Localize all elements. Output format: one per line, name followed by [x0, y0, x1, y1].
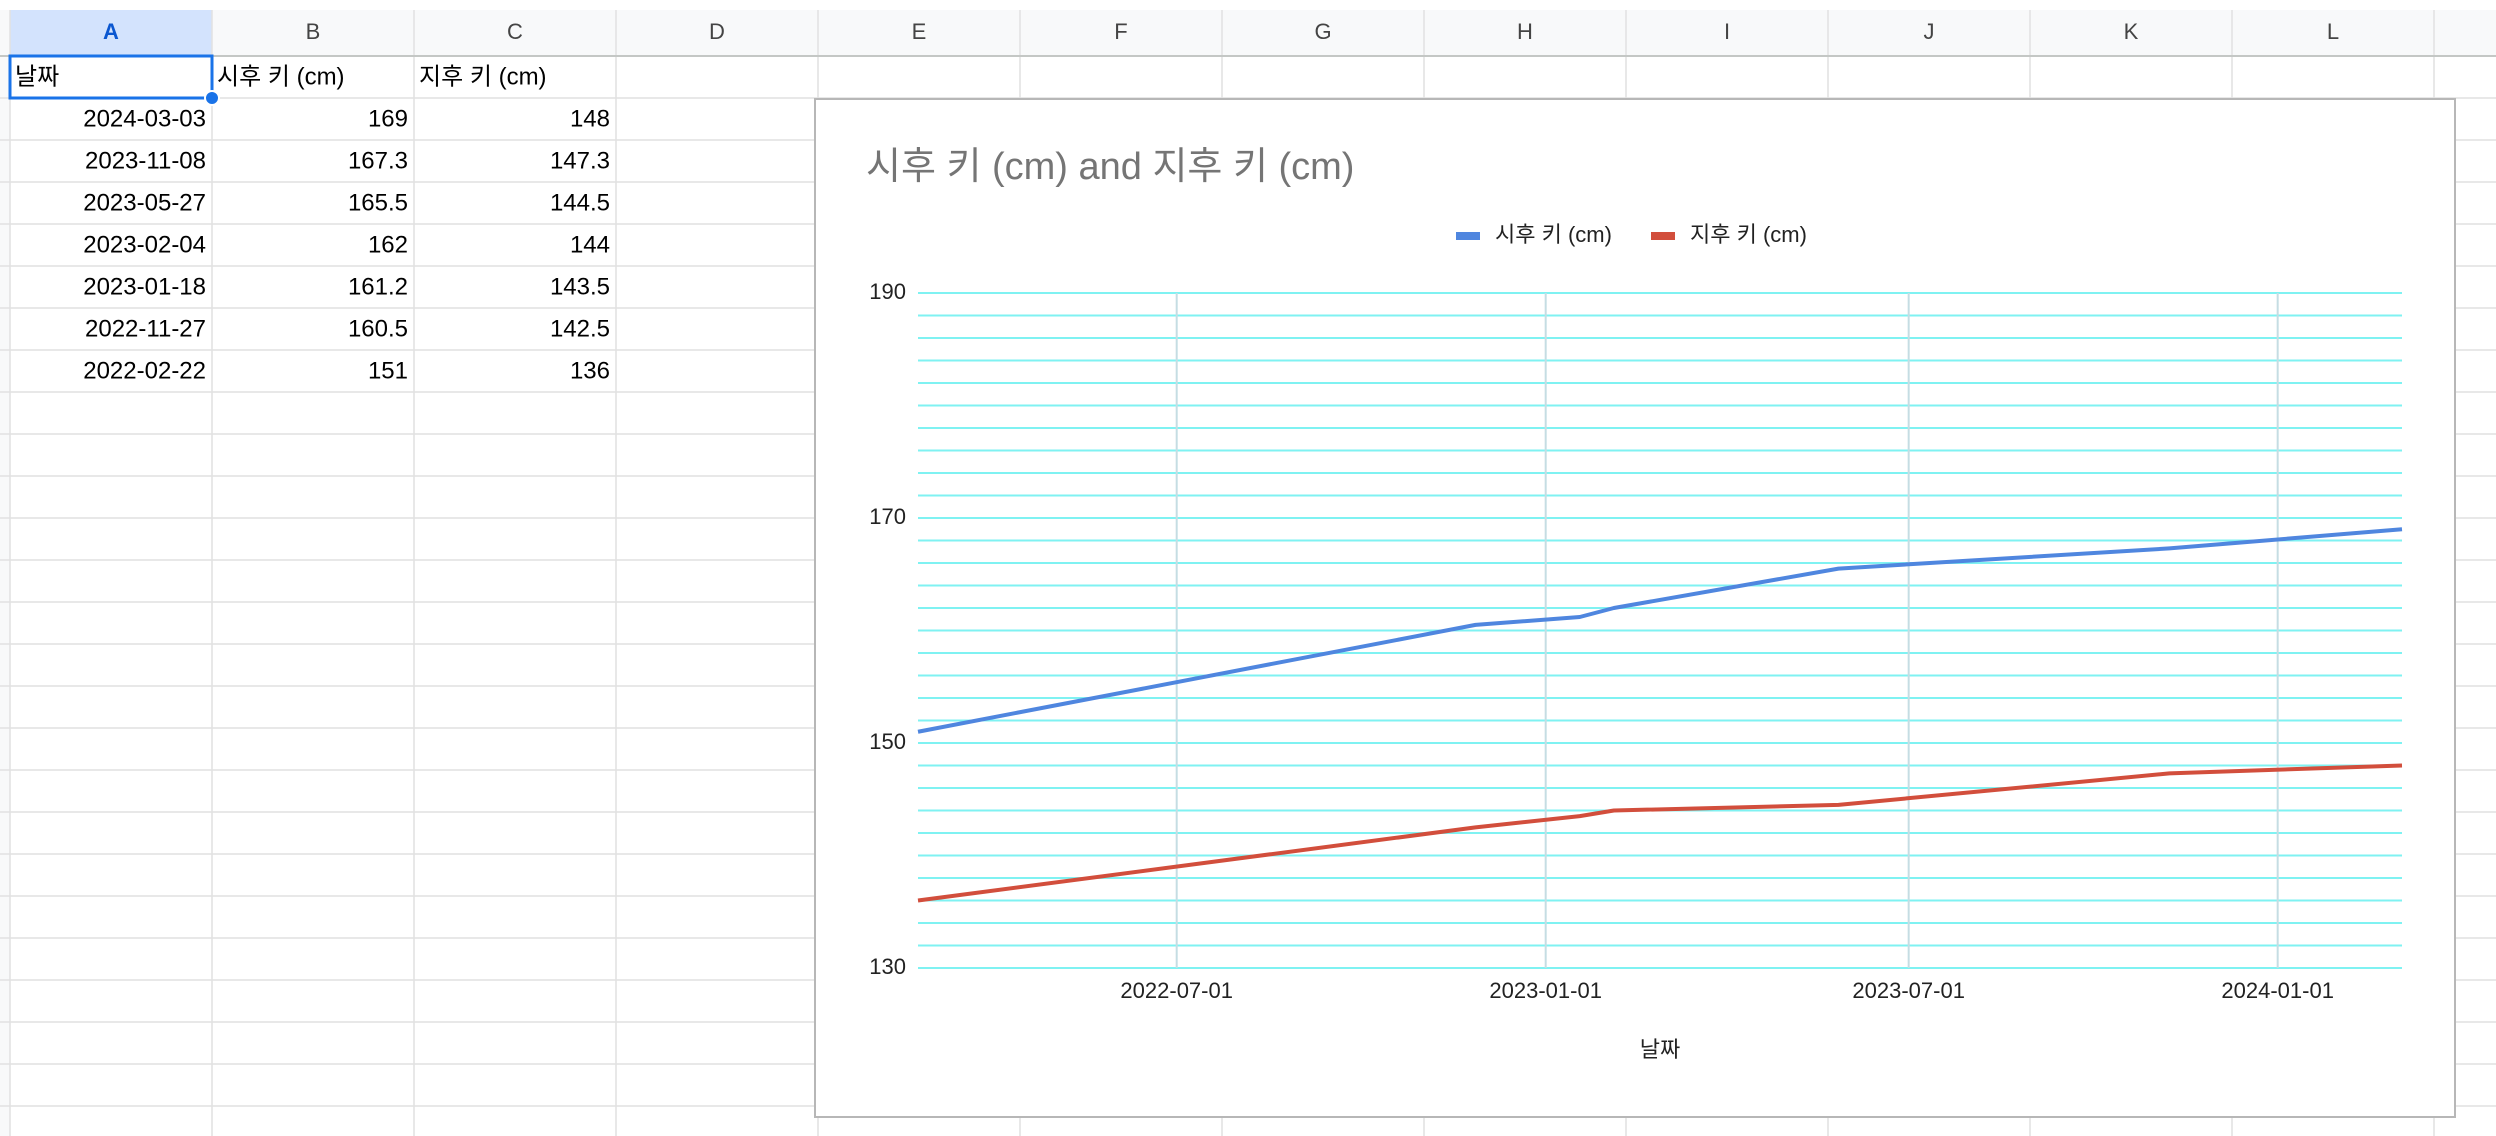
column-header[interactable]: G [1314, 19, 1331, 44]
y-tick-label: 130 [869, 954, 906, 979]
chart-title: 시후 키 (cm) and 지후 키 (cm) [866, 146, 1354, 188]
selected-column-header [10, 10, 212, 56]
column-header[interactable]: D [709, 19, 725, 44]
column-header[interactable]: C [507, 19, 523, 44]
cell[interactable]: 167.3 [348, 147, 408, 174]
y-tick-label: 150 [869, 729, 906, 754]
cell[interactable]: 165.5 [348, 189, 408, 216]
cell[interactable]: 2023-11-08 [85, 147, 206, 174]
cell[interactable]: 147.3 [550, 147, 610, 174]
cell[interactable]: 2023-02-04 [83, 231, 206, 258]
cell[interactable]: 143.5 [550, 273, 610, 300]
column-header[interactable]: A [103, 19, 119, 44]
cell[interactable]: 144 [570, 231, 610, 258]
header-cell[interactable]: 날짜 [15, 63, 59, 90]
column-header[interactable]: F [1114, 19, 1127, 44]
cell[interactable]: 2022-02-22 [83, 357, 206, 384]
column-header[interactable]: H [1517, 19, 1533, 44]
gutter [0, 10, 10, 1136]
cell[interactable]: 136 [570, 357, 610, 384]
cell[interactable]: 2024-03-03 [83, 105, 206, 132]
cell[interactable]: 148 [570, 105, 610, 132]
fill-handle[interactable] [204, 90, 220, 106]
x-axis-title: 날짜 [1640, 1037, 1680, 1062]
cell[interactable]: 161.2 [348, 273, 408, 300]
cell[interactable]: 142.5 [550, 315, 610, 342]
y-tick-label: 190 [869, 279, 906, 304]
selected-cell-border [8, 54, 214, 100]
series-line [917, 527, 2403, 734]
legend-label[interactable]: 시후 키 (cm) [1495, 222, 1612, 247]
series-line [917, 763, 2403, 903]
cell[interactable]: 162 [368, 231, 408, 258]
column-header[interactable]: J [1924, 19, 1935, 44]
x-tick-label: 2022-07-01 [1120, 978, 1233, 1003]
y-tick-label: 170 [869, 504, 906, 529]
column-header[interactable]: E [912, 19, 927, 44]
column-header[interactable]: B [306, 19, 321, 44]
cell[interactable]: 151 [368, 357, 408, 384]
column-header[interactable]: I [1724, 19, 1730, 44]
header-cell[interactable]: 시후 키 (cm) [217, 63, 345, 90]
cell[interactable]: 2022-11-27 [85, 315, 206, 342]
x-tick-label: 2023-01-01 [1489, 978, 1602, 1003]
cell[interactable]: 160.5 [348, 315, 408, 342]
header-bar [0, 10, 2496, 56]
x-tick-label: 2024-01-01 [2221, 978, 2334, 1003]
cell[interactable]: 2023-01-18 [83, 273, 206, 300]
cell[interactable]: 144.5 [550, 189, 610, 216]
column-header[interactable]: L [2327, 19, 2339, 44]
header-cell[interactable]: 지후 키 (cm) [419, 63, 547, 90]
legend-label[interactable]: 지후 키 (cm) [1690, 222, 1807, 247]
cell[interactable]: 169 [368, 105, 408, 132]
column-header[interactable]: K [2124, 19, 2139, 44]
x-tick-label: 2023-07-01 [1852, 978, 1965, 1003]
cell[interactable]: 2023-05-27 [83, 189, 206, 216]
